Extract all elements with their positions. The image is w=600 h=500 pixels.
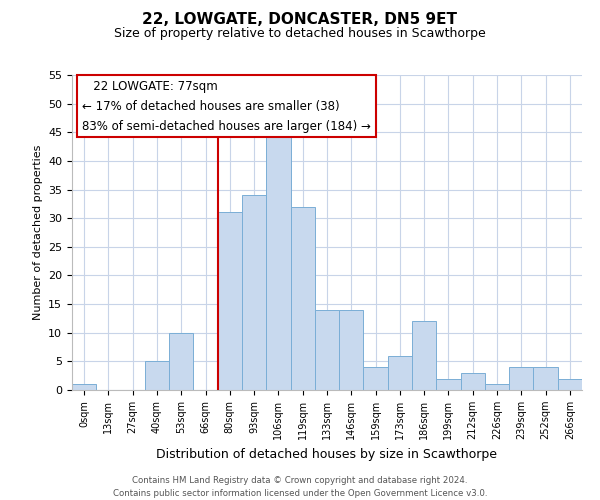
Text: 22, LOWGATE, DONCASTER, DN5 9ET: 22, LOWGATE, DONCASTER, DN5 9ET (143, 12, 458, 28)
Bar (339, 310, 364, 390)
Bar (509, 367, 533, 390)
Text: Size of property relative to detached houses in Scawthorpe: Size of property relative to detached ho… (114, 28, 486, 40)
Bar (290, 206, 315, 390)
Bar (461, 373, 485, 390)
Bar (315, 310, 339, 390)
Bar (558, 378, 582, 390)
Bar (485, 384, 509, 390)
Bar (436, 378, 461, 390)
Bar (72, 384, 96, 390)
Y-axis label: Number of detached properties: Number of detached properties (32, 145, 43, 320)
Bar (533, 367, 558, 390)
Bar (266, 132, 290, 390)
Text: Contains HM Land Registry data © Crown copyright and database right 2024.
Contai: Contains HM Land Registry data © Crown c… (113, 476, 487, 498)
Bar (218, 212, 242, 390)
Bar (169, 332, 193, 390)
Text: 22 LOWGATE: 77sqm
← 17% of detached houses are smaller (38)
83% of semi-detached: 22 LOWGATE: 77sqm ← 17% of detached hous… (82, 80, 371, 132)
Bar (145, 362, 169, 390)
Bar (412, 322, 436, 390)
Bar (242, 196, 266, 390)
Bar (364, 367, 388, 390)
Bar (388, 356, 412, 390)
X-axis label: Distribution of detached houses by size in Scawthorpe: Distribution of detached houses by size … (157, 448, 497, 460)
